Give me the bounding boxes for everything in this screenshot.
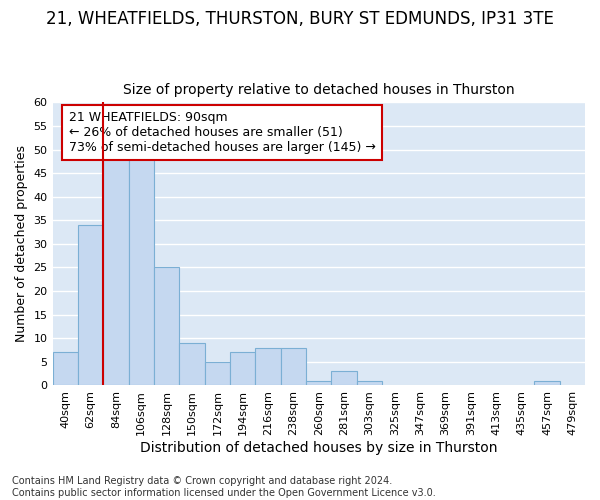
Bar bbox=[230, 352, 256, 386]
Bar bbox=[179, 343, 205, 386]
Bar bbox=[534, 380, 560, 386]
Bar bbox=[331, 372, 357, 386]
Bar bbox=[256, 348, 281, 386]
Text: Contains HM Land Registry data © Crown copyright and database right 2024.
Contai: Contains HM Land Registry data © Crown c… bbox=[12, 476, 436, 498]
Bar bbox=[154, 268, 179, 386]
Bar bbox=[205, 362, 230, 386]
Bar bbox=[53, 352, 78, 386]
Title: Size of property relative to detached houses in Thurston: Size of property relative to detached ho… bbox=[123, 83, 515, 97]
Y-axis label: Number of detached properties: Number of detached properties bbox=[15, 146, 28, 342]
X-axis label: Distribution of detached houses by size in Thurston: Distribution of detached houses by size … bbox=[140, 441, 497, 455]
Text: 21 WHEATFIELDS: 90sqm
← 26% of detached houses are smaller (51)
73% of semi-deta: 21 WHEATFIELDS: 90sqm ← 26% of detached … bbox=[68, 111, 376, 154]
Bar bbox=[103, 154, 128, 386]
Bar bbox=[78, 225, 103, 386]
Bar bbox=[128, 154, 154, 386]
Bar bbox=[357, 380, 382, 386]
Text: 21, WHEATFIELDS, THURSTON, BURY ST EDMUNDS, IP31 3TE: 21, WHEATFIELDS, THURSTON, BURY ST EDMUN… bbox=[46, 10, 554, 28]
Bar bbox=[306, 380, 331, 386]
Bar bbox=[281, 348, 306, 386]
